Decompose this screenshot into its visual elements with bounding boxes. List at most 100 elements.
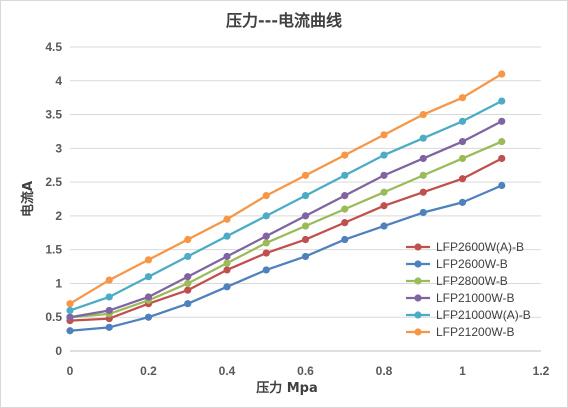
data-point <box>301 222 310 230</box>
legend-label: LFP21000W-B <box>436 291 515 305</box>
data-point <box>380 222 388 230</box>
legend-swatch-marker <box>414 294 422 302</box>
data-point <box>301 252 310 261</box>
data-point <box>144 256 153 264</box>
series-line <box>69 120 503 319</box>
data-point <box>301 235 310 244</box>
data-point <box>184 273 192 281</box>
data-point <box>144 313 153 321</box>
data-point <box>458 154 467 163</box>
data-point <box>380 131 388 139</box>
x-tick-label: 1.2 <box>533 364 550 378</box>
legend-label: LFP2600W(A)-B <box>436 240 524 254</box>
data-point <box>262 249 270 257</box>
data-point <box>380 151 388 159</box>
series-line <box>69 73 503 305</box>
legend-swatch-marker <box>414 277 422 285</box>
data-point <box>223 259 231 267</box>
series-line <box>69 184 503 332</box>
y-axis-label: 电流A <box>20 181 36 217</box>
data-point <box>66 306 74 315</box>
data-point <box>419 154 427 163</box>
data-point <box>144 273 153 281</box>
data-point <box>66 327 74 335</box>
data-point <box>105 293 113 301</box>
data-point <box>458 94 467 102</box>
data-point <box>105 323 113 331</box>
data-point <box>458 137 467 146</box>
data-point <box>223 283 231 291</box>
data-point <box>419 171 427 179</box>
legend: LFP2600W(A)-B LFP2600W-B LFP2800W-B LFP2100… <box>406 240 531 339</box>
x-axis-ticks: 0 0.2 0.4 0.6 0.8 1 1.2 <box>67 364 550 378</box>
y-tick-label: 0.5 <box>45 310 62 324</box>
data-point <box>458 198 467 206</box>
data-point <box>498 70 506 78</box>
data-point <box>498 97 506 105</box>
y-tick-label: 4.5 <box>45 40 62 54</box>
data-point <box>262 239 270 247</box>
legend-label: LFP2800W-B <box>436 274 508 288</box>
data-point <box>498 117 506 125</box>
legend-item: LFP21200W-B <box>406 325 515 339</box>
data-point <box>341 171 349 179</box>
legend-label: LFP21200W-B <box>436 325 515 339</box>
x-tick-label: 0 <box>67 364 74 378</box>
data-point <box>262 212 270 220</box>
legend-swatch-marker <box>414 243 422 251</box>
data-point <box>66 300 74 308</box>
legend-swatch-marker <box>414 311 422 319</box>
y-tick-label: 2 <box>55 209 62 223</box>
y-tick-label: 1 <box>55 276 62 290</box>
data-point <box>419 110 427 119</box>
data-point <box>223 266 231 274</box>
data-point <box>341 235 349 244</box>
data-point <box>223 215 231 223</box>
y-axis-ticks: 0 0.5 1 1.5 2 2.5 3 3.5 4 4.5 <box>45 40 62 358</box>
data-point <box>184 252 192 261</box>
legend-swatch-marker <box>414 260 422 268</box>
x-tick-label: 0.2 <box>140 364 157 378</box>
data-point <box>498 137 506 146</box>
data-point <box>184 235 192 244</box>
data-point <box>419 188 427 196</box>
series-line <box>69 157 503 322</box>
chart-title: 压力---电流曲线 <box>226 11 342 30</box>
data-point <box>223 252 231 261</box>
data-point <box>498 154 506 163</box>
data-point <box>380 202 388 210</box>
data-point <box>262 266 270 274</box>
x-tick-label: 0.8 <box>376 364 393 378</box>
y-tick-label: 1.5 <box>45 243 62 257</box>
data-point <box>341 219 349 227</box>
data-point <box>105 276 113 284</box>
series-1 <box>66 181 506 335</box>
legend-item: LFP2600W-B <box>406 257 508 271</box>
x-tick-label: 0.4 <box>219 364 236 378</box>
y-tick-label: 3.5 <box>45 108 62 122</box>
y-tick-label: 0 <box>55 344 62 358</box>
data-point <box>419 208 427 217</box>
data-point <box>458 117 467 125</box>
data-point <box>458 175 467 183</box>
series-2 <box>66 137 506 321</box>
series-4 <box>66 97 506 315</box>
data-point <box>419 134 427 142</box>
data-point <box>380 188 388 196</box>
data-point <box>144 293 153 301</box>
series-5 <box>66 70 506 308</box>
series-line <box>69 140 503 319</box>
y-tick-label: 4 <box>55 74 62 88</box>
data-point <box>184 279 192 288</box>
series-line <box>69 100 503 312</box>
data-point <box>262 192 270 200</box>
x-tick-label: 0.6 <box>297 364 314 378</box>
legend-label: LFP2600W-B <box>436 257 508 271</box>
legend-item: LFP2800W-B <box>406 274 508 288</box>
legend-label: LFP21000W(A)-B <box>436 308 531 322</box>
data-point <box>341 205 349 213</box>
data-point <box>498 181 506 190</box>
y-tick-label: 2.5 <box>45 175 62 189</box>
legend-swatch-marker <box>414 328 422 336</box>
